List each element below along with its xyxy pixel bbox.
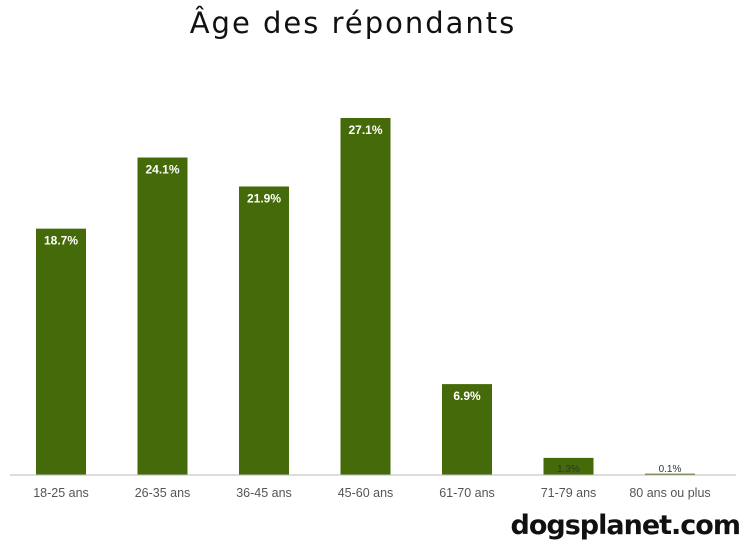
x-tick-label-5: 71-79 ans xyxy=(541,486,597,500)
x-tick-label-6: 80 ans ou plus xyxy=(629,486,710,500)
bar-0 xyxy=(36,228,86,475)
data-label-2: 21.9% xyxy=(247,192,281,206)
x-tick-label-1: 26-35 ans xyxy=(135,486,191,500)
bar-6 xyxy=(645,473,695,475)
data-label-4: 6.9% xyxy=(453,389,481,403)
bar-2 xyxy=(239,186,289,476)
x-tick-labels-layer: 18-25 ans 26-35 ans 36-45 ans 45-60 ans 61-7… xyxy=(33,486,710,500)
data-label-5: 1.3% xyxy=(557,464,580,475)
bar-1 xyxy=(137,157,188,475)
brand-logo: dogsplanet.com xyxy=(510,510,741,541)
data-label-6: 0.1% xyxy=(659,464,682,475)
bar-4 xyxy=(442,384,492,475)
x-tick-label-3: 45-60 ans xyxy=(338,486,394,500)
data-labels-layer: 18.7% 24.1% 21.9% 27.1% 6.9% 1.3% 0.1% xyxy=(44,123,682,475)
bar-3 xyxy=(340,118,391,475)
data-label-0: 18.7% xyxy=(44,234,78,248)
x-tick-label-4: 61-70 ans xyxy=(439,486,495,500)
bars-layer xyxy=(36,118,695,476)
bar-5 xyxy=(543,457,594,475)
data-label-1: 24.1% xyxy=(145,163,179,177)
x-tick-label-2: 36-45 ans xyxy=(236,486,292,500)
x-tick-label-0: 18-25 ans xyxy=(33,486,89,500)
chart-title: Âge des répondants xyxy=(189,6,517,40)
data-label-3: 27.1% xyxy=(348,123,382,137)
